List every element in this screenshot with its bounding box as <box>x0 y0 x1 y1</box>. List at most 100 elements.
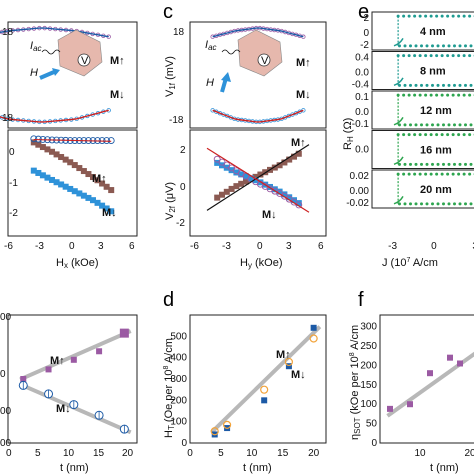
data-point <box>451 133 455 137</box>
ytick-label: 200 <box>170 395 187 406</box>
data-point-m-down <box>71 188 78 195</box>
current-label: Iac <box>205 39 217 52</box>
data-point <box>407 14 411 18</box>
data-point-m-down <box>39 172 46 179</box>
series-line <box>212 27 304 38</box>
legend-m-up: M↑ <box>50 355 65 367</box>
data-point <box>457 54 461 58</box>
data-point <box>418 14 422 18</box>
data-point-m-up <box>281 159 288 166</box>
data-point-m-down <box>233 169 240 176</box>
ytick-label: 0.4 <box>355 53 369 64</box>
data-point <box>469 83 473 87</box>
data-point <box>424 54 428 58</box>
y-axis-label: V2f (μV) <box>164 182 177 220</box>
data-point <box>403 202 407 206</box>
data-point-m-up <box>271 164 278 171</box>
ytick-label: 18 <box>2 113 14 124</box>
ytick-label: 0 <box>0 369 6 380</box>
data-point-m-down <box>30 167 37 174</box>
data-point <box>464 44 467 48</box>
data-point <box>453 162 456 166</box>
data-point-m-up <box>214 194 221 201</box>
data-point-m-up <box>20 376 27 382</box>
data-point-m-up <box>119 328 129 338</box>
panel-a-bottom: 0 -1 -2 -6 -3 0 3 6 Hx (kOe) M↑ M↓ <box>4 129 138 270</box>
field-label: H <box>206 77 214 89</box>
legend-m-up: M↑ <box>92 173 107 185</box>
current-label: Iac <box>30 40 42 53</box>
plot-frame <box>7 314 138 444</box>
subplot-frame <box>371 51 474 90</box>
data-point-m-down <box>89 197 96 204</box>
data-point <box>398 162 401 166</box>
data-point <box>453 202 456 206</box>
legend-m-down: M↓ <box>262 209 277 221</box>
data-point <box>435 14 439 18</box>
ytick-label: 2 <box>180 145 186 156</box>
loop-curl <box>393 38 404 47</box>
data-point <box>402 133 406 137</box>
data-point <box>403 83 407 87</box>
data-point <box>420 83 423 87</box>
voltmeter-icon <box>77 53 91 67</box>
data-point <box>402 172 406 176</box>
data-point <box>418 54 422 58</box>
data-point-m-up <box>108 187 115 194</box>
ytick-label: 0.0 <box>355 145 369 156</box>
data-point <box>442 202 445 206</box>
xtick-label: 0 <box>187 448 193 459</box>
fit-line <box>33 138 112 142</box>
data-point <box>458 123 462 127</box>
data-point-m-down <box>247 175 254 182</box>
xtick-label: 3 <box>472 241 474 252</box>
data-point-m-down <box>85 194 92 201</box>
ytick-label: 0 <box>9 147 15 158</box>
data-point <box>453 44 456 48</box>
x-axis-label: t (nm) <box>243 462 272 474</box>
data-point <box>435 54 439 58</box>
ac-wave-icon <box>221 49 241 55</box>
data-point <box>469 162 473 166</box>
panel-a-top: 18 18 V Iac H M↑ M↓ <box>0 21 138 129</box>
ytick-label: -2 <box>360 40 369 51</box>
data-point-m-down <box>214 159 221 166</box>
data-point <box>468 14 472 18</box>
data-point <box>436 162 440 166</box>
subplot-frame <box>371 90 474 130</box>
data-point <box>424 172 428 176</box>
plot-frame <box>7 129 138 237</box>
data-point <box>387 405 393 412</box>
data-point-m-up <box>89 174 96 181</box>
data-point-m-up <box>295 150 302 157</box>
legend-m-up: M↑ <box>296 57 311 69</box>
data-point <box>436 44 440 48</box>
data-point <box>451 172 455 176</box>
ytick-label: -0.4 <box>352 80 370 91</box>
data-point <box>442 83 445 87</box>
legend-m-up: M↑ <box>110 55 125 67</box>
data-point <box>435 172 439 176</box>
data-point <box>440 14 444 18</box>
data-point-m-down <box>286 194 293 201</box>
data-point <box>446 133 450 137</box>
data-point <box>409 83 412 87</box>
data-point-m-up <box>276 162 283 169</box>
data-point <box>414 83 418 87</box>
data-point <box>425 44 429 48</box>
ytick-label: 300 <box>170 374 187 385</box>
data-point <box>413 14 417 18</box>
thickness-label: 16 nm <box>420 145 452 157</box>
data-point <box>462 93 466 97</box>
inset-device-shape <box>237 29 283 77</box>
data-point <box>398 83 401 87</box>
xtick-label: 10 <box>246 448 258 459</box>
data-point <box>451 14 455 18</box>
panel-c-bottom: 2 0 -2 V2f (μV) -6 -3 0 3 6 Hy (kOe) M↑ … <box>164 129 327 270</box>
ytick-label: 0.0 <box>355 107 369 118</box>
y-axis-label: ηSOT (kOe per 108 A/cm <box>349 325 362 440</box>
data-point-m-up <box>96 348 103 355</box>
x-axis-label: t (nm) <box>430 462 459 474</box>
data-point-m-down <box>276 188 283 195</box>
fit-line <box>206 147 310 213</box>
